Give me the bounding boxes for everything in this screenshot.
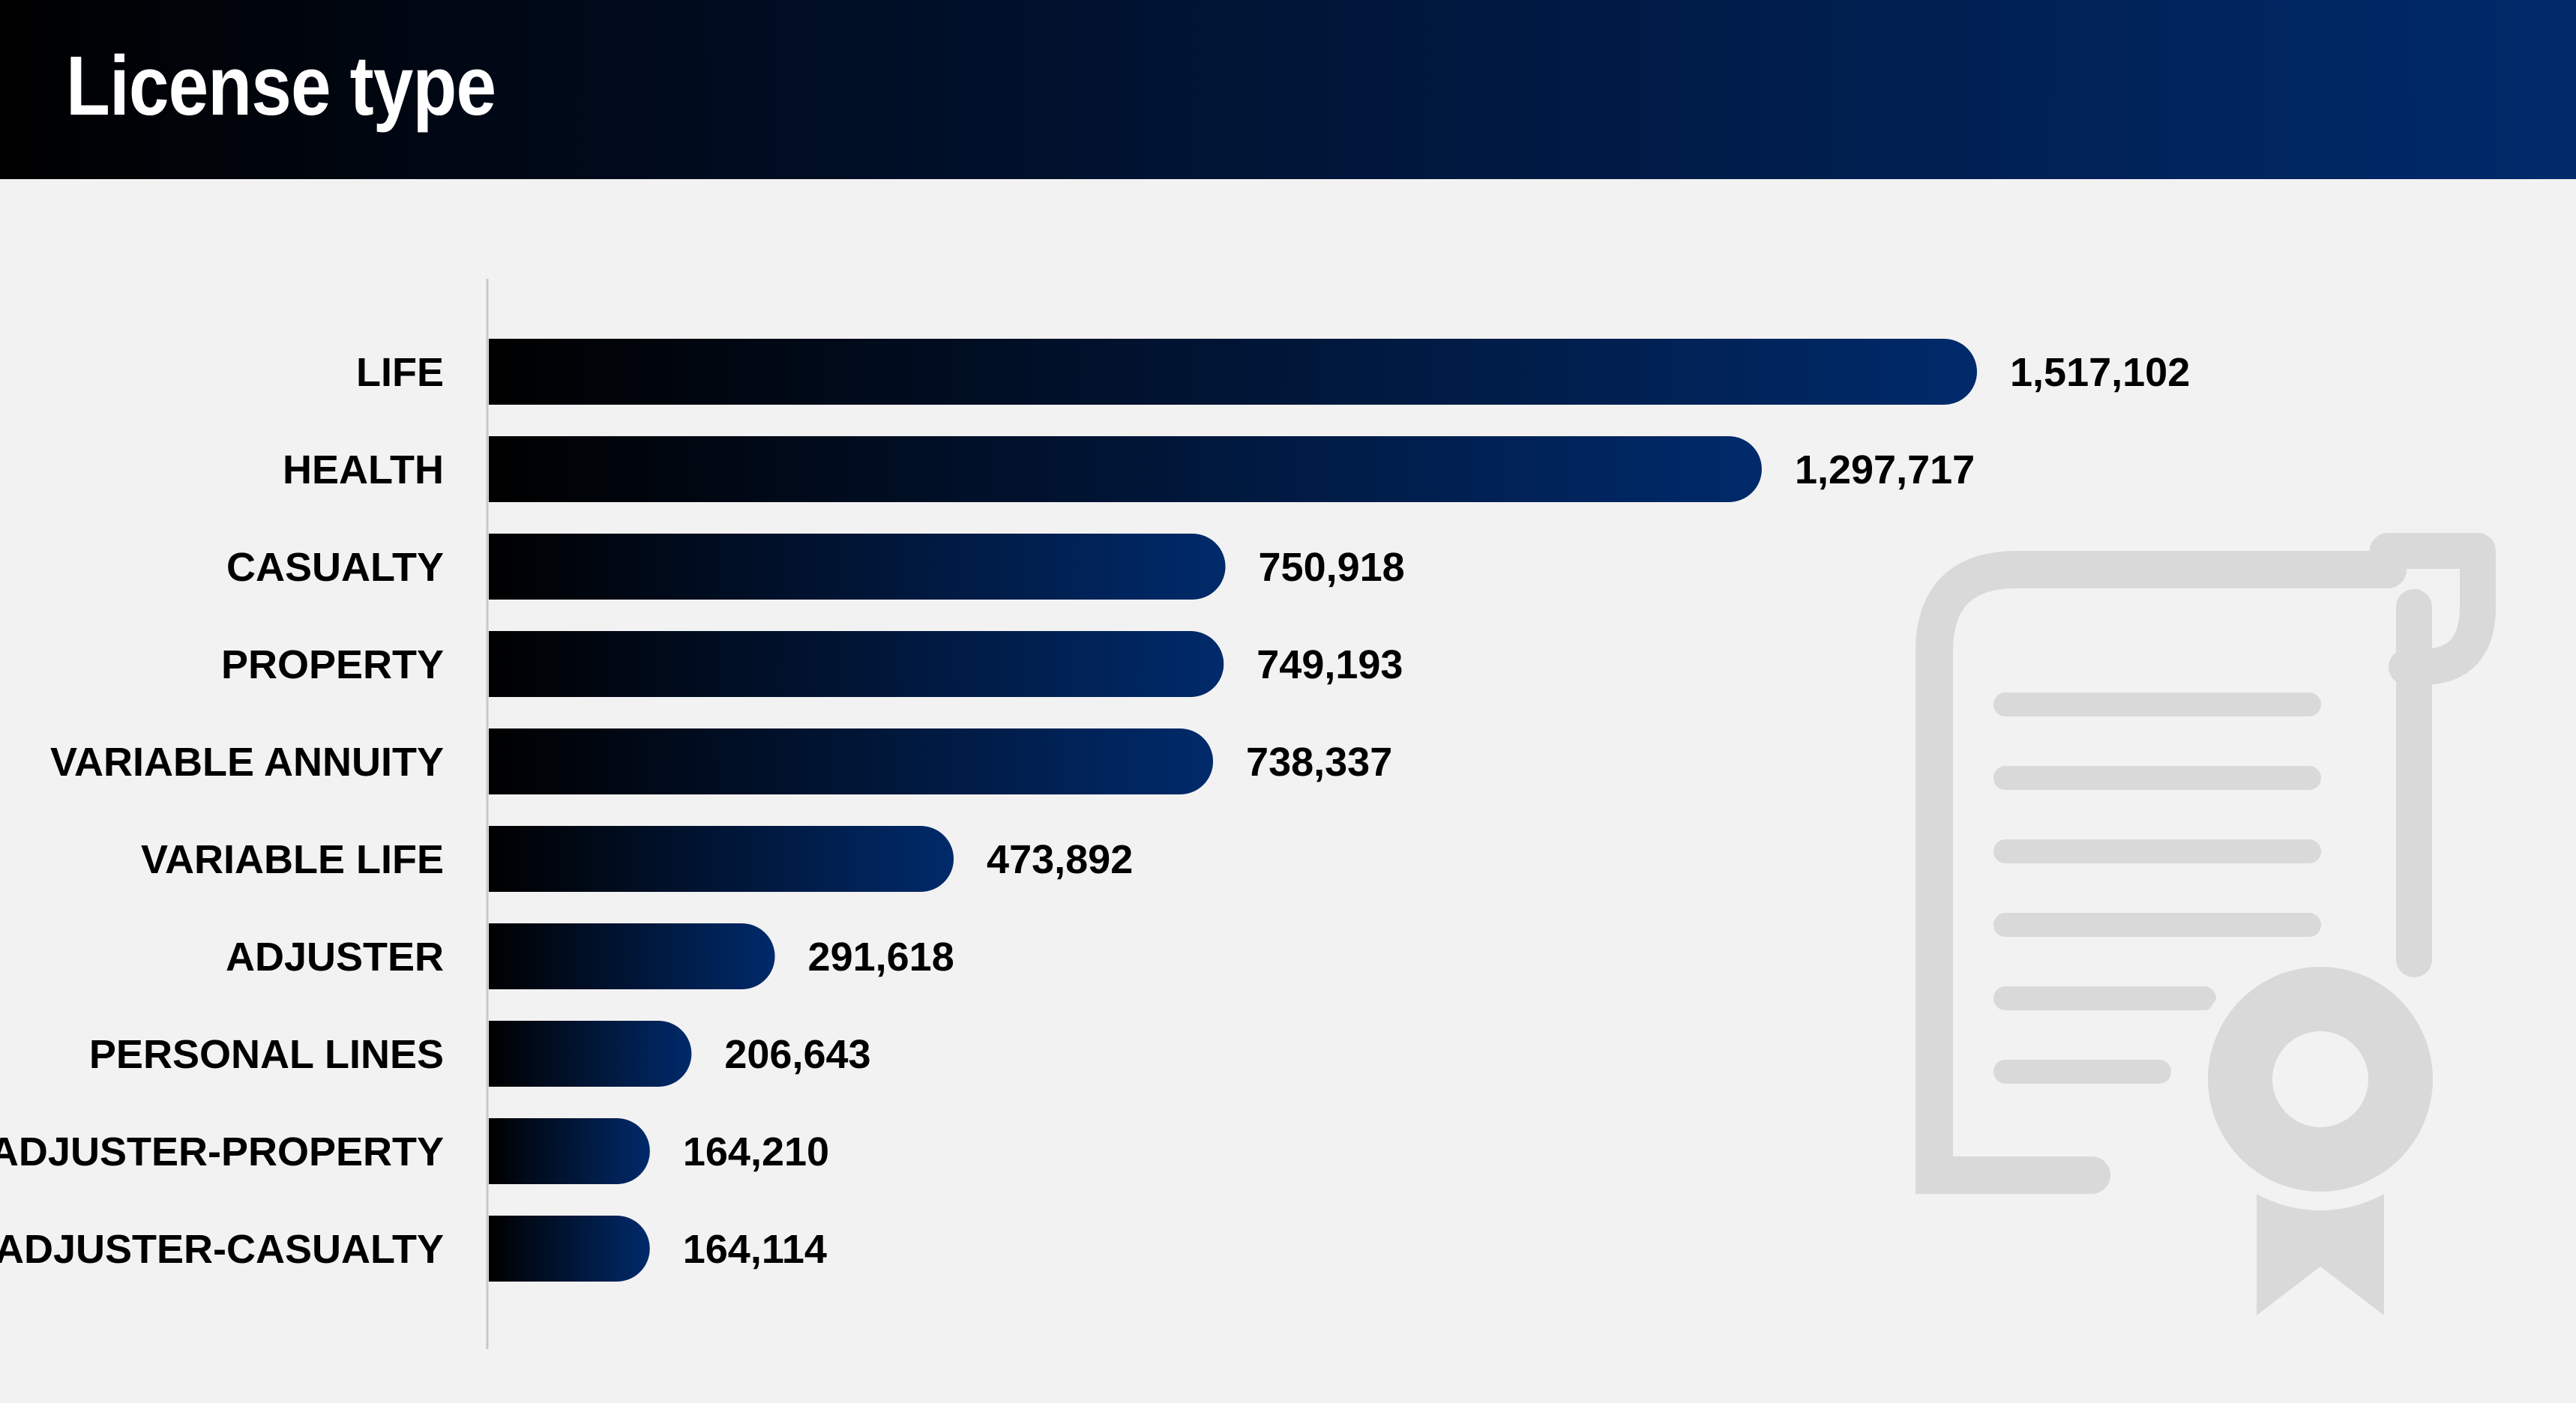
value-label-property: 749,193 [1257,642,1403,687]
value-label-adjuster-casualty: 164,114 [683,1227,827,1272]
bar-casualty [489,534,1226,600]
category-label-casualty: CASUALTY [226,545,444,590]
value-label-adjuster: 291,618 [808,935,954,980]
header-banner: License type [0,0,2576,179]
category-label-variable-annuity: VARIABLE ANNUITY [50,740,444,785]
certificate-icon [1916,533,2496,1315]
value-label-variable-annuity: 738,337 [1246,740,1392,785]
bar-adjuster [489,923,775,989]
bar-property [489,631,1224,697]
bar-life [489,339,1977,405]
bar-variable-annuity [489,728,1214,794]
category-label-adjuster-casualty: ADJUSTER-CASUALTY [0,1227,444,1272]
bar-health [489,436,1762,502]
category-label-adjuster: ADJUSTER [226,935,444,980]
category-label-variable-life: VARIABLE LIFE [141,837,444,882]
bar-adjuster-casualty [489,1216,650,1282]
value-label-variable-life: 473,892 [987,837,1133,882]
category-label-personal-lines: PERSONAL LINES [89,1032,444,1077]
bar-variable-life [489,826,954,892]
category-label-adjuster-property: ADJUSTER-PROPERTY [0,1129,444,1174]
value-label-personal-lines: 206,643 [724,1032,870,1077]
value-label-casualty: 750,918 [1259,545,1405,590]
value-label-life: 1,517,102 [2010,350,2190,395]
category-label-life: LIFE [356,350,444,395]
page-title: License type [66,39,496,133]
bar-personal-lines [489,1021,692,1087]
category-label-health: HEALTH [283,447,444,492]
category-label-property: PROPERTY [221,642,444,687]
bar-adjuster-property [489,1118,650,1184]
value-label-adjuster-property: 164,210 [683,1129,829,1174]
bars-group: LIFE 1,517,102 HEALTH 1,297,717 CASUALTY 750,… [0,339,2190,1282]
value-label-health: 1,297,717 [1795,447,1975,492]
